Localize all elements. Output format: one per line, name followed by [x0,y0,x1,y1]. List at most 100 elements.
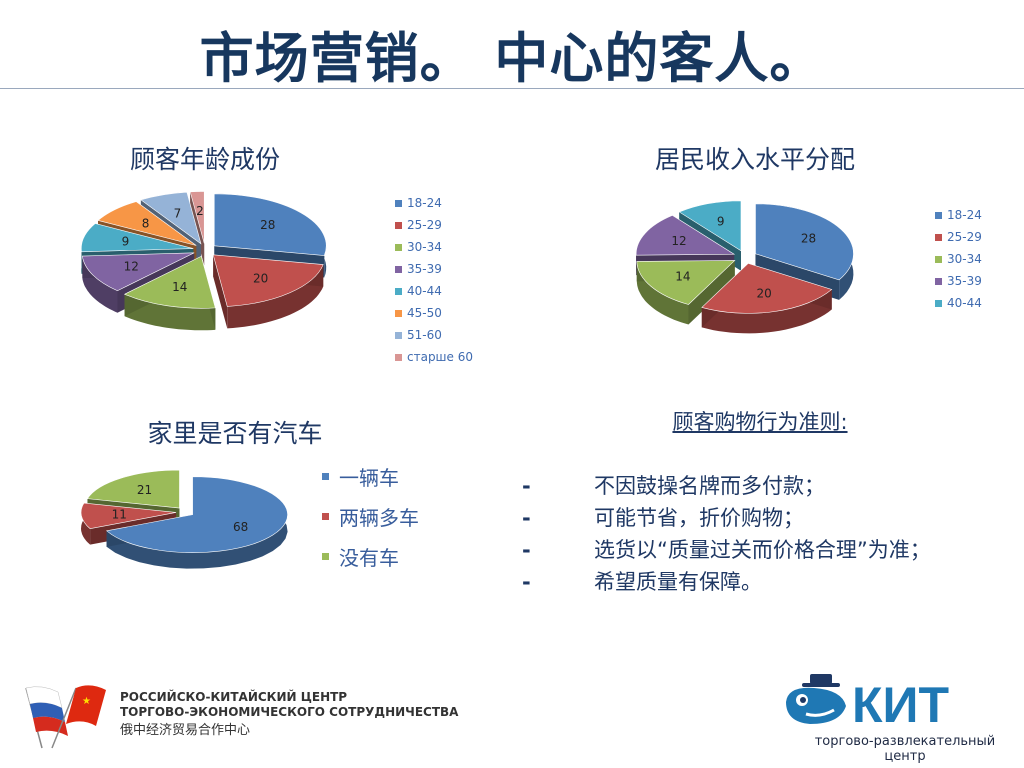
rule-bullet: - [522,506,531,530]
legend-swatch [395,353,402,361]
data-label: 28 [260,218,275,232]
rule-text: 不因鼓操名牌而多付款； [594,474,825,498]
legend-item: 25-29 [935,226,982,248]
rule-bullet: - [522,474,531,498]
legend-item: 45-50 [395,302,473,324]
chart-title-car: 家里是否有汽车 [147,419,323,448]
legend-item: 18-24 [395,192,473,214]
data-label: 9 [717,215,725,229]
data-label: 12 [671,234,686,248]
page-title: 市场营销。 中心的客人。 [199,27,825,90]
legend-label: 25-29 [407,218,442,232]
data-label: 28 [801,232,816,246]
footer-org-name: РОССИЙСКО-КИТАЙСКИЙ ЦЕНТР ТОРГОВО-ЭКОНОМ… [120,690,458,738]
legend-item: 一辆车 [322,456,419,496]
data-label: 9 [122,235,130,249]
footer-line3: 俄中经济贸易合作中心 [120,723,251,738]
legend-label: 40-44 [947,296,982,310]
footer-line2: ТОРГОВО-ЭКОНОМИЧЕСКОГО СОТРУДНИЧЕСТВА [120,705,459,719]
legend-label: 一辆车 [339,465,399,490]
legend-income: 18-24 25-29 30-34 35-39 40-44 [935,204,982,314]
legend-item: 25-29 [395,214,473,236]
legend-swatch [935,211,942,219]
data-label: 20 [253,271,268,285]
rule-item: - 希望质量有保障。 [522,566,992,598]
pie-slice-3 [636,260,736,325]
title-divider [0,88,1024,89]
legend-swatch [935,277,942,285]
rule-item: - 选货以“质量过关而价格合理”为准； [522,534,992,566]
legend-item: 30-34 [395,236,473,258]
legend-swatch [322,512,329,520]
legend-item: 40-44 [935,292,982,314]
legend-item: 30-34 [935,248,982,270]
legend-label: 30-34 [947,252,982,266]
legend-swatch [395,265,402,273]
legend-swatch [322,472,329,480]
rule-item: - 不因鼓操名牌而多付款； [522,470,992,502]
logo-word: КИТ [852,677,949,733]
data-label: 11 [112,508,127,522]
data-label: 20 [756,286,771,300]
russia-flag-icon [25,686,68,749]
data-label: 21 [137,483,152,497]
legend-label: 25-29 [947,230,982,244]
legend-label: 30-34 [407,240,442,254]
legend-label: 51-60 [407,328,442,342]
legend-label: 18-24 [947,208,982,222]
legend-swatch [395,199,402,207]
legend-label: 18-24 [407,196,442,210]
data-label: 14 [172,280,187,294]
rule-bullet: - [522,570,531,594]
data-label: 8 [142,216,150,230]
legend-swatch [935,233,942,241]
pie-chart-age: 28 20 14 12 98 7 2 [80,191,327,331]
legend-label: 40-44 [407,284,442,298]
legend-item: 两辆多车 [322,496,419,536]
china-flag-icon: ★ [51,685,106,749]
legend-swatch [395,243,402,251]
rule-text: 希望质量有保障。 [594,570,762,594]
legend-item: 18-24 [935,204,982,226]
legend-label: старше 60 [407,350,474,364]
legend-item: 40-44 [395,280,473,302]
rules-title: 顾客购物行为准则: [672,410,848,434]
legend-label: 35-39 [947,274,982,288]
data-label: 68 [233,520,248,534]
legend-car: 一辆车两辆多车没有车 [322,456,419,576]
pie-slice-1 [105,476,288,569]
legend-item: 35-39 [395,258,473,280]
whale-icon [786,674,846,724]
legend-item: 35-39 [935,270,982,292]
rules-list: - 不因鼓操名牌而多付款； - 可能节省，折价购物； - 选货以“质量过关而价格合… [522,470,992,598]
logo-tagline: торгово-развлекательный центр [814,734,996,764]
legend-item: 没有车 [322,536,419,576]
legend-swatch [395,287,402,295]
data-label: 12 [124,260,139,274]
legend-item: 51-60 [395,324,473,346]
rule-bullet: - [522,538,531,562]
pie-slice-2 [701,263,833,334]
rule-text: 选货以“质量过关而价格合理”为准； [594,538,931,562]
chart-title-income: 居民收入水平分配 [654,145,855,174]
footer-line1: РОССИЙСКО-КИТАЙСКИЙ ЦЕНТР [120,690,348,704]
svg-text:★: ★ [82,696,91,707]
kit-logo: КИТ [786,674,949,733]
legend-label: 45-50 [407,306,442,320]
data-label: 14 [675,270,690,284]
legend-label: 两辆多车 [339,505,419,530]
legend-label: 没有车 [339,545,399,570]
legend-swatch [395,331,402,339]
pie-chart-income: 28 20 14 12 9 [635,200,854,334]
chart-title-age: 顾客年龄成份 [129,145,280,174]
legend-swatch [395,309,402,317]
legend-item: старше 60 [395,346,473,368]
legend-swatch [395,221,402,229]
data-label: 7 [174,207,182,221]
pie-chart-car: 68 11 21 [80,469,288,569]
legend-swatch [322,552,329,560]
pie-slice-2 [212,254,324,329]
rule-text: 可能节省，折价购物； [594,506,804,530]
legend-swatch [935,299,942,307]
pie-slice-3 [123,255,216,331]
